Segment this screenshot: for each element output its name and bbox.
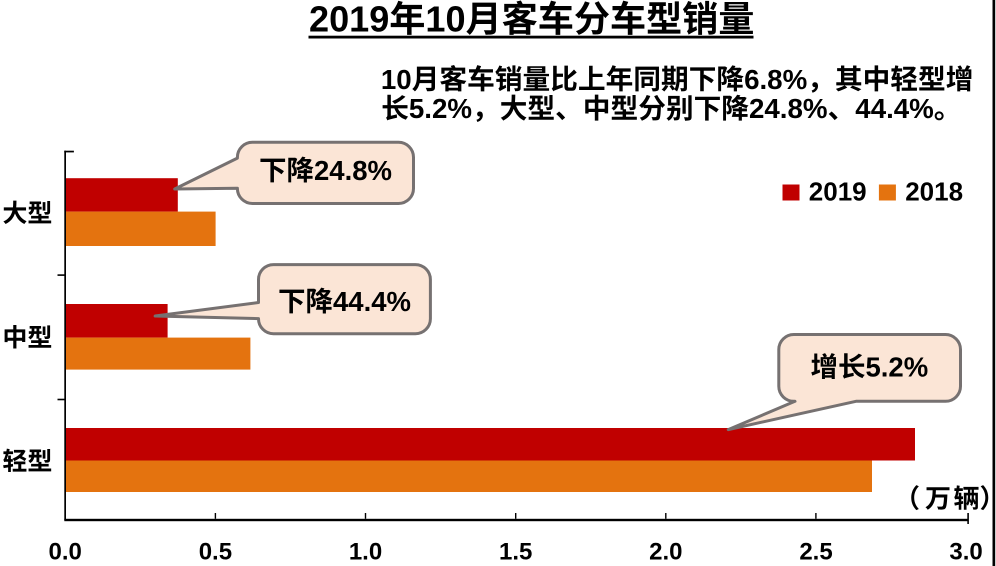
svg-text:44.4%: 44.4% [333, 286, 411, 317]
svg-text:5.2%: 5.2% [409, 93, 472, 124]
svg-text:1.5: 1.5 [499, 539, 532, 566]
svg-text:2018: 2018 [905, 176, 963, 206]
svg-text:1.0: 1.0 [349, 539, 382, 566]
svg-text:10: 10 [425, 0, 465, 40]
svg-text:2.5: 2.5 [799, 539, 832, 566]
svg-text:0.0: 0.0 [49, 539, 82, 566]
svg-text:0.5: 0.5 [199, 539, 232, 566]
svg-text:3.0: 3.0 [949, 539, 982, 566]
svg-text:24.8%: 24.8% [749, 93, 828, 124]
svg-text:2019: 2019 [809, 176, 867, 206]
svg-text:5.2%: 5.2% [866, 352, 929, 383]
svg-text:24.8%: 24.8% [314, 155, 392, 186]
svg-text:6.8%: 6.8% [744, 64, 807, 95]
svg-text:44.4%: 44.4% [855, 93, 934, 124]
svg-text:2.0: 2.0 [649, 539, 682, 566]
svg-text:10: 10 [381, 64, 412, 95]
svg-text:2019: 2019 [309, 0, 389, 40]
